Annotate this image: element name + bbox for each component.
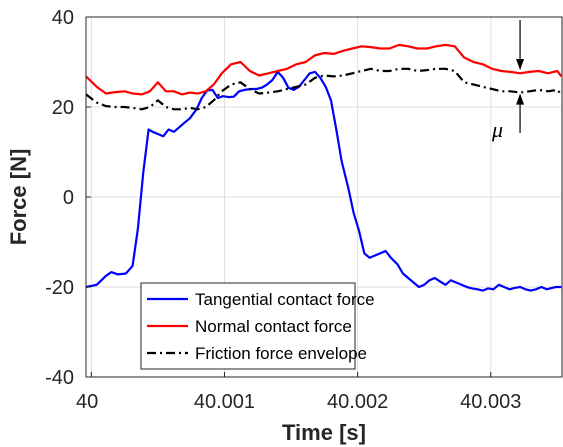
series-line-tangential-contact-force xyxy=(86,70,562,292)
mu-label: μ xyxy=(491,117,503,142)
x-axis-label: Time [s] xyxy=(282,420,366,445)
x-tick-label: 40 xyxy=(76,391,98,413)
mu-annotation: μ xyxy=(491,20,525,142)
y-tick-label: 0 xyxy=(63,187,74,209)
y-tick-label: -40 xyxy=(45,367,74,389)
y-tick-label: -20 xyxy=(45,277,74,299)
y-tick-label: 40 xyxy=(52,7,74,29)
mu-arrow-top-head xyxy=(516,59,525,70)
x-tick-label: 40.003 xyxy=(460,391,521,413)
legend: Tangential contact force Normal contact f… xyxy=(140,282,375,370)
legend-label: Tangential contact force xyxy=(195,290,375,309)
series-layer xyxy=(86,43,562,292)
y-axis-label: Force [N] xyxy=(6,149,31,246)
x-ticks: 40 40.001 40.002 40.003 xyxy=(76,372,521,413)
x-tick-label: 40.001 xyxy=(194,391,255,413)
mu-arrow-bottom-head xyxy=(516,93,525,105)
y-ticks: 40 20 0 -20 -40 xyxy=(45,7,91,389)
legend-label: Normal contact force xyxy=(195,317,352,336)
series-line-normal-contact-force xyxy=(86,43,562,96)
legend-label: Friction force envelope xyxy=(195,344,367,363)
series-line-friction-force-envelope xyxy=(86,67,562,111)
x-tick-label: 40.002 xyxy=(327,391,388,413)
y-tick-label: 20 xyxy=(52,97,74,119)
